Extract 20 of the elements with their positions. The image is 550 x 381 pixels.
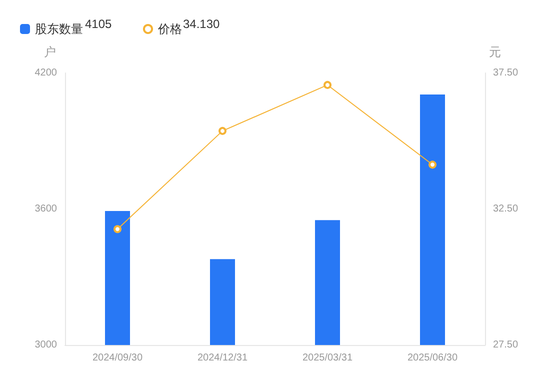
text: 4105 [85,17,112,31]
y2-tick-label: 32.50 [493,204,518,214]
point [428,160,436,169]
legend-label: 价格 [157,22,182,36]
x-tick-label: 2025/03/31 [302,352,353,364]
x-tick-label: 2024/09/30 [92,352,143,364]
y-tick-label: 3000 [34,340,58,350]
point [324,80,332,89]
legend-label: 股东数量 [35,22,83,36]
x-tick-label: 2024/12/31 [197,352,248,364]
point [218,126,226,135]
y-tick-label: 3600 [34,204,58,214]
y2-tick-label: 27.50 [493,340,518,350]
point [114,225,122,234]
y2-axis-title: 元 [489,45,501,59]
y2-tick-label: 37.50 [493,68,518,78]
text: 34.130 [183,17,220,31]
x-tick-label: 2025/06/30 [407,352,458,364]
y-axis-title: 户 [44,45,56,59]
y-tick-label: 4200 [34,68,58,78]
